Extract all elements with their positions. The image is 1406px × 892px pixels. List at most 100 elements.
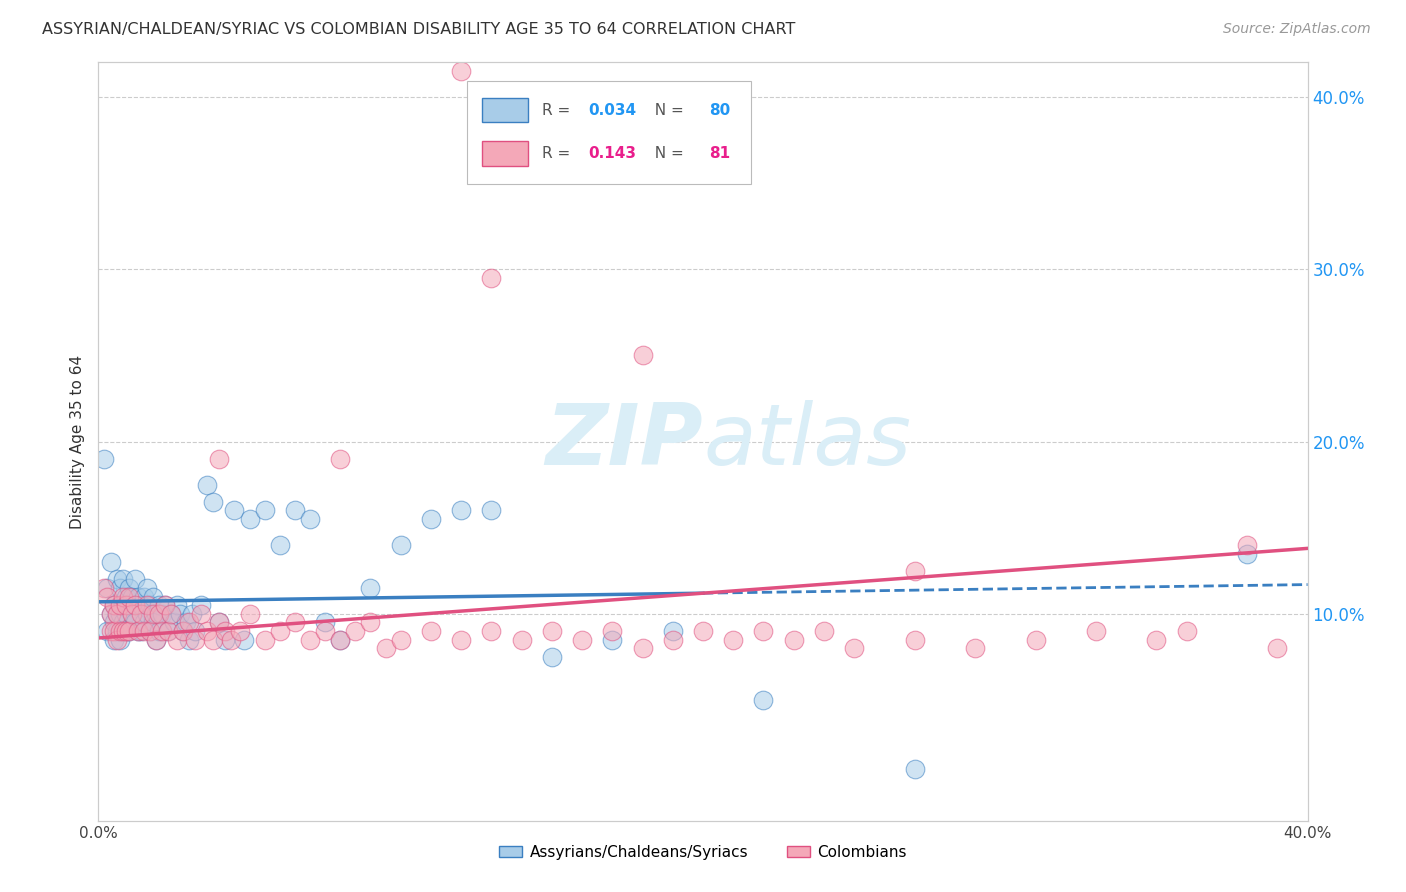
Point (360, 615, 382, 630)
Point (172, 624, 194, 639)
Point (118, 624, 141, 639)
Point (114, 624, 136, 639)
Point (114, 607, 136, 621)
Point (229, 624, 252, 639)
Point (329, 632, 352, 647)
Point (571, 632, 593, 647)
Point (166, 632, 188, 647)
Point (108, 632, 131, 647)
Point (114, 624, 136, 639)
Point (163, 615, 186, 630)
Point (111, 573, 134, 587)
Point (661, 624, 683, 639)
Point (1175, 624, 1198, 639)
Point (105, 607, 128, 621)
Point (153, 599, 176, 613)
Point (389, 632, 412, 647)
Point (100, 607, 122, 621)
Point (145, 607, 167, 621)
Point (190, 607, 212, 621)
Point (344, 624, 367, 639)
Point (93, 581, 115, 595)
Point (114, 590, 136, 604)
Point (329, 451, 352, 466)
Point (108, 581, 131, 595)
Point (844, 641, 866, 656)
Point (1236, 538, 1258, 552)
Point (284, 503, 307, 517)
Point (132, 624, 155, 639)
Point (195, 624, 218, 639)
Point (148, 599, 170, 613)
Point (118, 624, 141, 639)
FancyBboxPatch shape (482, 141, 527, 166)
Point (160, 607, 183, 621)
Point (374, 641, 396, 656)
Text: R =: R = (543, 146, 575, 161)
Point (269, 624, 291, 639)
Point (481, 503, 503, 517)
Point (153, 599, 176, 613)
Point (96, 590, 118, 604)
Point (1085, 624, 1108, 639)
Point (135, 607, 157, 621)
Point (181, 607, 204, 621)
Point (253, 503, 276, 517)
Point (129, 607, 152, 621)
Text: ASSYRIAN/CHALDEAN/SYRIAC VS COLOMBIAN DISABILITY AGE 35 TO 64 CORRELATION CHART: ASSYRIAN/CHALDEAN/SYRIAC VS COLOMBIAN DI… (42, 22, 796, 37)
Point (179, 632, 201, 647)
Point (118, 599, 141, 613)
Point (172, 624, 194, 639)
Point (100, 555, 122, 569)
Text: ZIP: ZIP (546, 400, 703, 483)
Point (208, 615, 231, 630)
Point (692, 624, 714, 639)
Point (314, 624, 336, 639)
Text: atlas: atlas (703, 400, 911, 483)
Text: 0.143: 0.143 (588, 146, 636, 161)
Point (118, 590, 141, 604)
Point (221, 632, 243, 647)
Point (156, 624, 179, 639)
Point (208, 615, 231, 630)
Point (111, 624, 134, 639)
Point (174, 615, 197, 630)
Point (100, 624, 122, 639)
Point (135, 599, 157, 613)
Point (111, 615, 134, 630)
Point (752, 693, 775, 707)
Point (214, 624, 236, 639)
Point (208, 451, 231, 466)
Point (127, 624, 149, 639)
Point (179, 615, 201, 630)
Point (631, 641, 654, 656)
Point (127, 590, 149, 604)
Point (360, 581, 382, 595)
Point (103, 599, 125, 613)
Point (329, 632, 352, 647)
Point (202, 495, 225, 509)
Point (195, 477, 218, 491)
Point (103, 624, 125, 639)
Point (142, 607, 165, 621)
Point (214, 632, 236, 647)
Point (111, 599, 134, 613)
FancyBboxPatch shape (467, 81, 751, 184)
Point (100, 607, 122, 621)
Point (602, 632, 624, 647)
Point (114, 599, 136, 613)
Point (150, 607, 173, 621)
FancyBboxPatch shape (482, 98, 527, 122)
Point (160, 607, 183, 621)
Point (904, 564, 927, 578)
Point (150, 624, 173, 639)
Point (1267, 641, 1289, 656)
Point (124, 573, 146, 587)
Point (540, 649, 562, 664)
Point (1024, 632, 1046, 647)
Point (96, 624, 118, 639)
Point (105, 573, 128, 587)
Point (239, 607, 262, 621)
Point (129, 624, 152, 639)
Point (169, 607, 191, 621)
